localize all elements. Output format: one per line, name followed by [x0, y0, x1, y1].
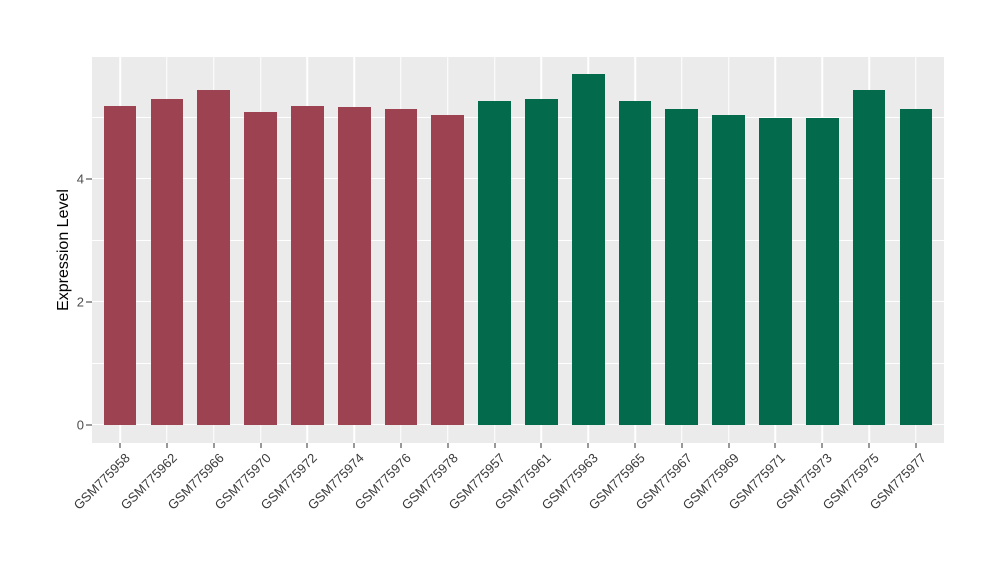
x-tick-mark — [213, 443, 215, 448]
bar-GSM775971 — [759, 117, 792, 426]
bar-GSM775977 — [899, 109, 933, 426]
x-tick-mark — [306, 443, 308, 448]
bar-GSM775966 — [197, 90, 231, 426]
bar-GSM775967 — [665, 109, 699, 426]
plot-panel — [92, 57, 944, 443]
x-tick-label: GSM775975 — [819, 450, 882, 513]
bar-GSM775957 — [478, 100, 511, 426]
bar-GSM775969 — [712, 114, 746, 426]
x-tick-label: GSM775963 — [538, 450, 602, 513]
y-axis-title: Expression Level — [55, 189, 72, 311]
major-gridline — [92, 300, 944, 303]
x-tick-mark — [447, 443, 449, 448]
x-tick-mark — [494, 443, 496, 448]
x-tick-mark — [681, 443, 683, 448]
x-tick-mark — [166, 443, 168, 448]
bar-GSM775961 — [525, 99, 558, 426]
minor-gridline — [92, 239, 944, 241]
x-tick-mark — [119, 443, 121, 448]
y-tick-label: 2 — [76, 294, 84, 310]
x-tick-mark — [587, 443, 589, 448]
x-tick-label: GSM775970 — [211, 450, 274, 513]
major-gridline — [92, 423, 944, 426]
x-tick-label: GSM775974 — [304, 450, 368, 513]
minor-gridline — [92, 362, 944, 364]
x-tick-label: GSM775965 — [585, 450, 648, 513]
x-tick-mark — [821, 443, 823, 448]
x-tick-label: GSM775962 — [117, 450, 180, 513]
minor-gridline — [92, 116, 944, 118]
y-tick-label: 0 — [76, 417, 84, 433]
y-tick-label: 4 — [76, 171, 84, 187]
x-tick-label: GSM775967 — [632, 450, 695, 513]
x-tick-mark — [400, 443, 402, 448]
x-tick-mark — [634, 443, 636, 448]
x-tick-mark — [915, 443, 917, 448]
x-tick-mark — [260, 443, 262, 448]
bar-GSM775978 — [431, 115, 465, 426]
bar-GSM775970 — [244, 111, 277, 426]
bar-GSM775975 — [852, 90, 886, 426]
bar-GSM775973 — [805, 118, 839, 426]
major-gridline — [92, 177, 944, 180]
x-tick-label: GSM775969 — [679, 450, 742, 513]
x-tick-mark — [540, 443, 542, 448]
x-tick-label: GSM775966 — [164, 450, 227, 513]
bar-GSM775976 — [384, 108, 418, 426]
bar-GSM775958 — [103, 106, 137, 426]
x-tick-mark — [728, 443, 730, 448]
x-tick-label: GSM775958 — [70, 450, 133, 513]
x-tick-label: GSM775971 — [726, 450, 789, 513]
bar-GSM775965 — [618, 101, 652, 426]
bar-GSM775962 — [150, 98, 184, 426]
x-tick-label: GSM775973 — [772, 450, 836, 513]
x-tick-label: GSM775957 — [445, 450, 508, 513]
x-tick-mark — [774, 443, 776, 448]
bar-GSM775963 — [571, 73, 605, 426]
x-tick-label: GSM775976 — [351, 450, 414, 513]
x-tick-label: GSM775978 — [398, 450, 461, 513]
x-tick-label: GSM775972 — [257, 450, 321, 513]
bar-GSM775974 — [337, 106, 371, 426]
x-tick-label: GSM775961 — [492, 450, 555, 513]
x-tick-label: GSM775977 — [866, 450, 929, 513]
x-tick-mark — [868, 443, 870, 448]
bar-GSM775972 — [290, 106, 324, 426]
x-tick-mark — [353, 443, 355, 448]
